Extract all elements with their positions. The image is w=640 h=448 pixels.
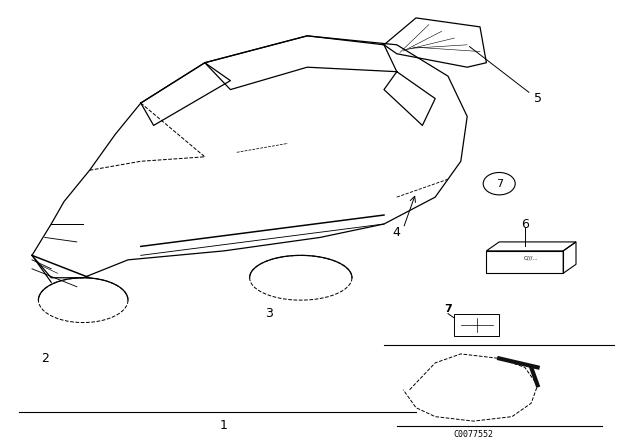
Text: 6: 6 (521, 217, 529, 231)
Text: 7: 7 (495, 179, 503, 189)
Text: C///...: C///... (524, 255, 538, 260)
Text: 1: 1 (220, 419, 228, 432)
Text: 2: 2 (41, 352, 49, 365)
Text: C0077552: C0077552 (454, 430, 493, 439)
Text: 7: 7 (444, 304, 452, 314)
Text: 5: 5 (534, 92, 541, 105)
Text: 4: 4 (393, 226, 401, 240)
Text: 3: 3 (265, 307, 273, 320)
